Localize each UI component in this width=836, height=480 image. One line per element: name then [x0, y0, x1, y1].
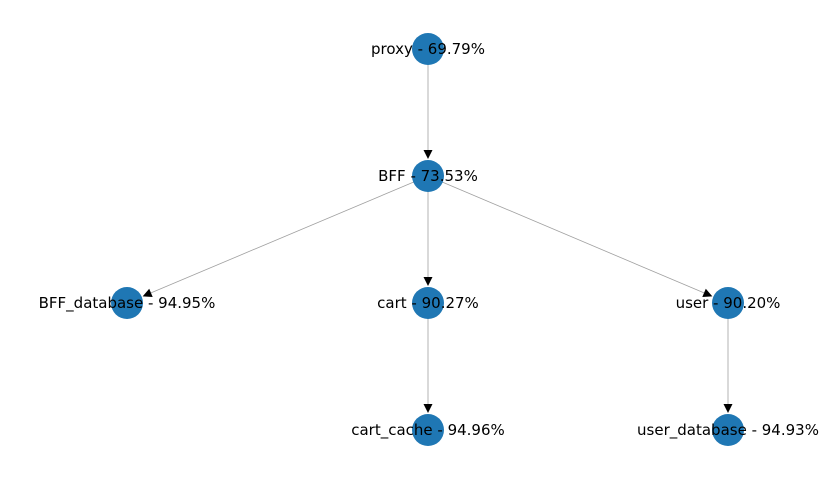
edge-BFF-to-BFF_database — [150, 175, 429, 294]
arrowhead-proxy-to-BFF — [423, 150, 433, 159]
node-proxy — [412, 33, 444, 65]
node-BFF — [412, 160, 444, 192]
node-label-user: user - 90.20% — [676, 294, 781, 312]
node-label-cart: cart - 90.27% — [377, 294, 479, 312]
edges-layer — [142, 49, 733, 413]
node-label-proxy: proxy - 69.79% — [371, 40, 485, 58]
arrowhead-cart-to-cart_cache — [423, 404, 433, 413]
labels-layer: proxy - 69.79% BFF - 73.53% BFF_database -… — [39, 40, 819, 440]
node-label-cart_cache: cart_cache - 94.96% — [351, 421, 505, 440]
arrowhead-user-to-user_database — [723, 404, 733, 413]
edge-BFF-to-user — [427, 175, 705, 294]
nodes-layer — [111, 33, 744, 446]
node-label-BFF: BFF - 73.53% — [378, 167, 478, 185]
node-cart_cache — [412, 414, 444, 446]
node-BFF_database — [111, 287, 143, 319]
node-user_database — [712, 414, 744, 446]
arrowhead-BFF-to-cart — [423, 277, 433, 286]
arrowhead-BFF-to-BFF_database — [142, 288, 153, 298]
node-cart — [412, 287, 444, 319]
node-user — [712, 287, 744, 319]
node-label-BFF_database: BFF_database - 94.95% — [39, 294, 216, 313]
node-label-user_database: user_database - 94.93% — [637, 421, 819, 440]
arrowhead-BFF-to-user — [702, 288, 713, 298]
